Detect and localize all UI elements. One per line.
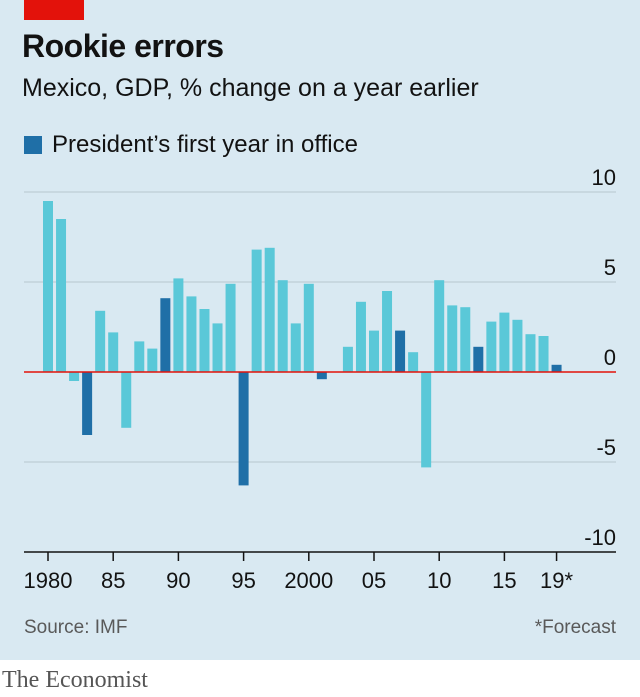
bar-1998 [277, 280, 288, 372]
bar-2017 [525, 334, 536, 372]
bar-1991 [186, 296, 197, 372]
bar-1996 [251, 249, 262, 372]
y-tick-label: -10 [584, 525, 616, 550]
x-tick-label: 95 [231, 568, 255, 593]
bar-1988 [147, 348, 158, 372]
bar-2015 [499, 312, 510, 372]
bar-2008 [408, 352, 419, 372]
bar-1995 [238, 372, 249, 486]
legend: President’s first year in office [24, 131, 358, 159]
y-axis-labels: 10 5 0 -5 -10 [584, 165, 616, 550]
legend-label: President’s first year in office [52, 131, 358, 158]
bar-1990 [173, 278, 184, 372]
chart-title: Rookie errors [22, 28, 224, 64]
y-tick-label: 10 [592, 165, 616, 190]
bar-1993 [212, 323, 223, 372]
bar-2005 [369, 330, 379, 372]
bar-1986 [121, 372, 132, 428]
chart-panel [0, 0, 640, 660]
bar-1992 [199, 309, 210, 372]
bar-1994 [225, 283, 236, 372]
bar-2014 [486, 321, 497, 372]
bar-1987 [134, 341, 145, 372]
y-tick-label: 5 [604, 255, 616, 280]
bar-chart: 10 5 0 -5 -10 1980 85 90 95 2000 05 10 15 19* [24, 165, 616, 593]
x-tick-label: 19* [540, 568, 573, 593]
x-tick-label: 10 [427, 568, 451, 593]
brand-red-tag [24, 0, 84, 20]
bar-2019 [551, 364, 562, 372]
chart-subtitle: Mexico, GDP, % change on a year earlier [22, 74, 479, 102]
bar-1997 [264, 247, 275, 372]
bar-2000 [303, 283, 314, 372]
x-tick-label: 1980 [24, 568, 73, 593]
forecast-footnote: *Forecast [534, 617, 616, 638]
y-tick-label: -5 [596, 435, 616, 460]
x-tick-label: 2000 [284, 568, 333, 593]
bar-1984 [95, 310, 106, 372]
x-tick-label: 85 [101, 568, 125, 593]
bar-2016 [512, 319, 523, 372]
bar-2018 [538, 336, 549, 372]
legend-swatch [24, 136, 42, 154]
x-tick-label: 90 [166, 568, 190, 593]
bar-1999 [290, 323, 301, 372]
bar-1989 [160, 298, 171, 372]
bar-2001 [316, 372, 327, 380]
bar-2006 [382, 291, 393, 372]
x-tick-label: 05 [362, 568, 386, 593]
x-axis-ticks [47, 552, 558, 561]
x-tick-label: 15 [492, 568, 516, 593]
bars [43, 201, 562, 486]
bar-1983 [82, 372, 93, 435]
bar-2007 [395, 330, 406, 372]
bar-2013 [473, 346, 484, 372]
bar-1982 [69, 372, 80, 381]
source-note: Source: IMF [24, 617, 128, 638]
bar-1980 [43, 201, 53, 372]
y-tick-label: 0 [604, 345, 616, 370]
bar-2010 [434, 280, 445, 372]
bar-2009 [421, 372, 432, 468]
bar-1985 [108, 332, 119, 372]
bar-2003 [342, 346, 353, 372]
bar-1981 [56, 219, 67, 372]
publisher-brand: The Economist [2, 667, 148, 693]
x-axis-labels: 1980 85 90 95 2000 05 10 15 19* [24, 568, 574, 593]
bar-2004 [355, 301, 366, 372]
bar-2011 [447, 305, 458, 372]
gridlines [24, 191, 616, 463]
bar-2012 [460, 307, 471, 372]
